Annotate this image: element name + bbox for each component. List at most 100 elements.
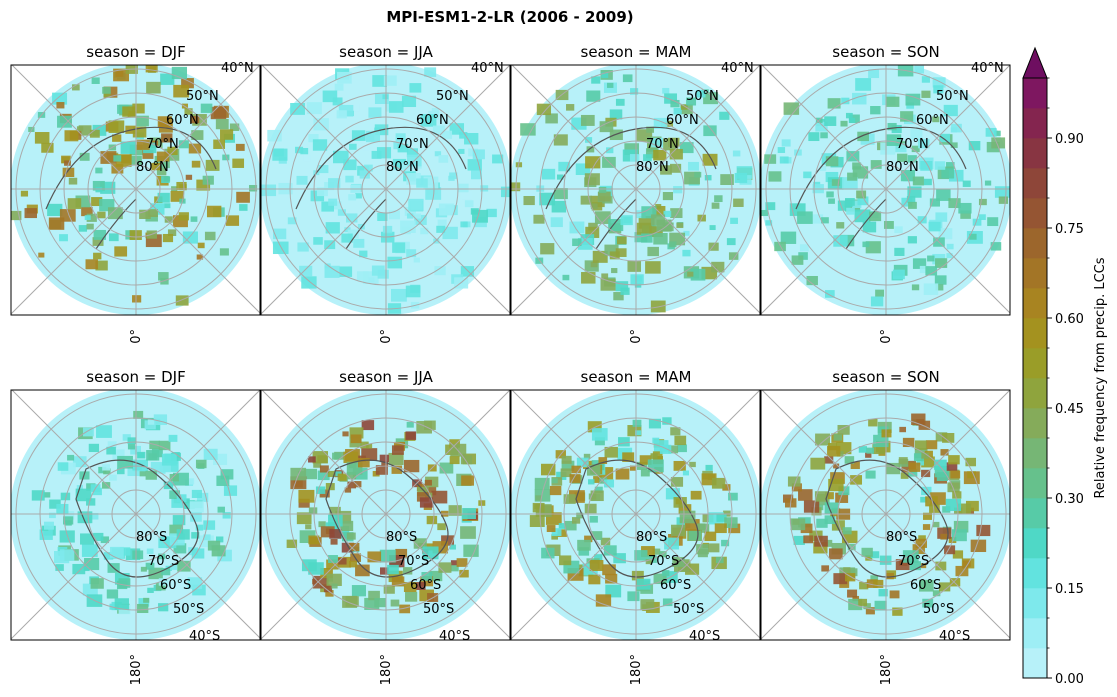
- lat-labels: 80°S 70°S 60°S 50°S 40°S: [136, 530, 220, 644]
- colorbar-tick-label: 0.60: [1055, 312, 1084, 327]
- colorbar-segment: [1023, 348, 1047, 379]
- panel-title: season = SON: [832, 43, 939, 61]
- lat-label: 80°N: [136, 160, 169, 175]
- map-panel: season = SON 40°N50°N 60°N 70°N 80°N 0°: [760, 43, 1011, 344]
- map-panel: season = JJA 40°N50°N 60°N 70°N 80°N 0°: [260, 43, 511, 344]
- lat-label: 60°S: [410, 578, 441, 593]
- lat-label: 80°S: [136, 530, 167, 545]
- lat-label: 80°S: [636, 530, 667, 545]
- graticule: [261, 65, 510, 315]
- lat-label: 40°N: [721, 61, 754, 76]
- lon-label: 180°: [629, 654, 644, 685]
- axes-frame: [510, 389, 761, 641]
- lat-label: 70°N: [396, 137, 429, 152]
- lat-labels: 40°N50°N 60°N 70°N 80°N: [886, 61, 1004, 175]
- lat-label: 40°S: [439, 629, 470, 644]
- lat-label: 50°N: [686, 89, 719, 104]
- panel-title: season = DJF: [86, 43, 185, 61]
- lat-label: 70°S: [898, 554, 929, 569]
- lat-labels: 80°S 70°S 60°S 50°S 40°S: [386, 530, 470, 644]
- graticule: [761, 65, 1010, 315]
- lat-label: 70°S: [148, 554, 179, 569]
- lat-label: 80°S: [886, 530, 917, 545]
- map-panel: season = MAM 80°S 70°S 60°S 50°S 40°S 180°: [510, 368, 761, 685]
- colorbar-segment: [1023, 438, 1047, 469]
- coastline: [575, 459, 699, 578]
- graticule: [511, 65, 760, 315]
- lon-label: 0°: [379, 329, 394, 344]
- lat-label: 40°S: [939, 629, 970, 644]
- lat-label: 60°S: [910, 578, 941, 593]
- colorbar-extend: [1022, 46, 1048, 79]
- colorbar-segment: [1023, 78, 1047, 109]
- map-panel: season = DJF 80°S 70°S 60°S 50°S 40°S 180°: [10, 368, 261, 685]
- map-panel: season = SON 80°S 70°S 60°S 50°S 40°S 180°: [760, 368, 1011, 685]
- lat-label: 70°S: [648, 554, 679, 569]
- axes-frame: [760, 64, 1011, 316]
- lat-label: 70°N: [896, 137, 929, 152]
- colorbar-segment: [1023, 468, 1047, 499]
- colorbar-segment: [1023, 198, 1047, 229]
- lon-label: 0°: [879, 329, 894, 344]
- lat-label: 50°S: [173, 602, 204, 617]
- lat-label: 50°N: [186, 89, 219, 104]
- colorbar-segment: [1023, 648, 1047, 679]
- graticule: [511, 390, 760, 640]
- colorbar-segment: [1023, 408, 1047, 439]
- lat-label: 70°N: [146, 137, 179, 152]
- colorbar-segment: [1023, 378, 1047, 409]
- panel-title: season = DJF: [86, 368, 185, 386]
- lon-label: 180°: [379, 654, 394, 685]
- colorbar-tick-label: 0.45: [1055, 402, 1084, 417]
- lat-label: 70°S: [398, 554, 429, 569]
- lat-labels: 40°N50°N 60°N 70°N 80°N: [136, 61, 254, 175]
- colorbar-segment: [1023, 138, 1047, 169]
- lat-label: 50°N: [436, 89, 469, 104]
- graticule: [261, 390, 510, 640]
- lat-label: 70°N: [646, 137, 679, 152]
- lon-label: 180°: [129, 654, 144, 685]
- lat-labels: 40°N50°N 60°N 70°N 80°N: [386, 61, 504, 175]
- figure-title: MPI-ESM1-2-LR (2006 - 2009): [386, 8, 633, 26]
- axes-frame: [510, 64, 761, 316]
- coastline: [75, 459, 199, 578]
- panel-title: season = MAM: [581, 368, 692, 386]
- panel-title: season = MAM: [581, 43, 692, 61]
- axes-frame: [260, 64, 511, 316]
- colorbar-segment: [1023, 558, 1047, 589]
- colorbar-segment: [1023, 168, 1047, 199]
- lat-label: 80°N: [886, 160, 919, 175]
- lat-labels: 80°S 70°S 60°S 50°S 40°S: [886, 530, 970, 644]
- lat-label: 50°S: [923, 602, 954, 617]
- colorbar-tick-label: 0.00: [1055, 672, 1084, 687]
- map-panel: season = JJA 80°S 70°S 60°S 50°S 40°S 180°: [260, 368, 511, 685]
- lat-label: 60°N: [166, 113, 199, 128]
- colorbar: 0.00 0.15 0.30 0.45 0.60 0.75 0.90 Relative fre…: [1022, 46, 1108, 687]
- colorbar-segment: [1023, 528, 1047, 559]
- axes-frame: [760, 389, 1011, 641]
- lat-label: 40°N: [971, 61, 1004, 76]
- panel-title: season = JJA: [339, 368, 433, 386]
- colorbar-segment: [1023, 618, 1047, 649]
- lat-label: 50°N: [936, 89, 969, 104]
- lat-label: 60°N: [916, 113, 949, 128]
- colorbar-tick-label: 0.75: [1055, 222, 1084, 237]
- lat-labels: 80°S 70°S 60°S 50°S 40°S: [636, 530, 720, 644]
- graticule: [11, 390, 260, 640]
- lat-label: 40°N: [471, 61, 504, 76]
- map-panel: season = DJF 40°N50°N 60°N 70°N 80°N 0°: [10, 43, 261, 344]
- graticule: [11, 65, 260, 315]
- colorbar-tick-label: 0.30: [1055, 492, 1084, 507]
- lat-label: 40°S: [689, 629, 720, 644]
- colorbar-segment: [1023, 228, 1047, 259]
- lat-label: 60°N: [416, 113, 449, 128]
- lat-label: 80°S: [386, 530, 417, 545]
- lat-label: 60°N: [666, 113, 699, 128]
- lat-label: 60°S: [160, 578, 191, 593]
- coastline: [325, 459, 449, 578]
- lat-label: 80°N: [386, 160, 419, 175]
- axes-frame: [10, 64, 261, 316]
- axes-frame: [260, 389, 511, 641]
- lon-label: 180°: [879, 654, 894, 685]
